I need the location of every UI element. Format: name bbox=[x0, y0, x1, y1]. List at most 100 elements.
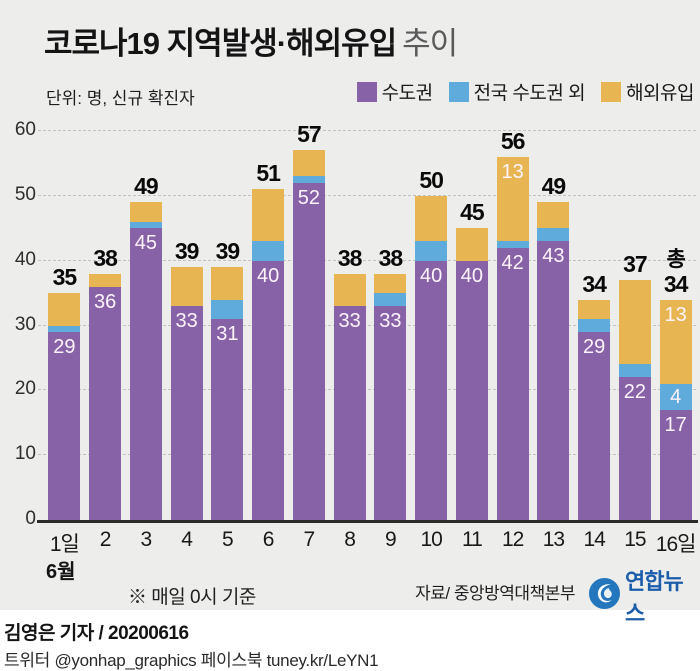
x-tick-label: 3 bbox=[140, 528, 153, 551]
bar-segment-non-capital-region bbox=[578, 319, 611, 332]
bar-segment-capital-region bbox=[211, 319, 244, 520]
bar-segment-capital-region bbox=[129, 228, 162, 520]
title-suffix: 추이 bbox=[402, 26, 458, 61]
bar-segment-capital-region bbox=[415, 260, 448, 520]
yonhap-logo-icon bbox=[588, 577, 621, 615]
gridline-20 bbox=[38, 389, 696, 391]
bar-total-label: 49 bbox=[533, 174, 574, 198]
total-value: 38 bbox=[378, 244, 404, 271]
bar-segment-capital-region bbox=[48, 331, 81, 520]
legend-swatch-overseas-inflow bbox=[601, 81, 622, 102]
page-title: 코로나19 지역발생·해외유입 추이 bbox=[44, 18, 458, 63]
x-tick-label: 14 bbox=[583, 528, 605, 551]
x-tick-label: 11 bbox=[461, 528, 483, 551]
bar-total-label: 51 bbox=[248, 161, 289, 185]
x-axis-line bbox=[37, 520, 698, 523]
social-links: 트위터 @yonhap_graphics 페이스북 tuney.kr/LeYN1 bbox=[4, 651, 379, 670]
chart-panel: 코로나19 지역발생·해외유입 추이 단위: 명, 신규 확진자 수도권 전국 수도… bbox=[0, 0, 700, 626]
total-value: 49 bbox=[134, 173, 159, 200]
brand-lockup: 연합뉴스 bbox=[588, 564, 700, 628]
bar-segment-non-capital-region bbox=[659, 383, 692, 410]
bar-segment-non-capital-region bbox=[537, 228, 570, 242]
bar-segment-overseas-inflow bbox=[496, 156, 529, 242]
x-tick-label: 5 bbox=[222, 528, 234, 551]
x-tick-label: 10 bbox=[420, 528, 442, 551]
gridline-10 bbox=[38, 454, 696, 456]
plot-area: 0 10 20 30 40 50 60 29 35 1일 36 38 2 45 49 3 33 39 4 31 39 5 4… bbox=[15, 119, 698, 556]
x-tick-label: 13 bbox=[542, 528, 565, 551]
x-tick-label: 16일 bbox=[655, 533, 697, 556]
segment-value-label: 42 bbox=[501, 251, 524, 274]
source-label: 자료/ 중앙방역대책본부 bbox=[415, 584, 575, 603]
segment-value-label: 33 bbox=[175, 310, 198, 333]
y-tick-label: 20 bbox=[14, 378, 36, 400]
y-tick-label: 10 bbox=[14, 443, 36, 465]
x-tick-label: 8 bbox=[344, 528, 356, 551]
segment-value-label: 13 bbox=[501, 160, 524, 183]
bar-segment-overseas-inflow bbox=[415, 195, 448, 242]
bar-segment-overseas-inflow bbox=[374, 273, 407, 294]
bar-segment-overseas-inflow bbox=[252, 189, 285, 242]
bar-segment-non-capital-region bbox=[211, 299, 244, 320]
x-tick-label: 12 bbox=[501, 528, 524, 551]
total-value: 35 bbox=[52, 264, 78, 291]
segment-value-label: 22 bbox=[623, 381, 646, 404]
gridline-30 bbox=[38, 324, 696, 326]
total-value: 39 bbox=[174, 238, 200, 265]
legend-item-overseas-inflow: 해외유입 bbox=[601, 78, 694, 105]
bar-segment-overseas-inflow bbox=[455, 228, 488, 261]
bar-total-label: 49 bbox=[126, 174, 167, 198]
gridline-50 bbox=[38, 194, 696, 196]
bar-total-label: 35 bbox=[44, 265, 85, 289]
segment-value-label: 4 bbox=[670, 385, 682, 408]
segment-value-label: 13 bbox=[664, 303, 687, 326]
gridline-40 bbox=[38, 259, 696, 261]
x-tick-label: 2 bbox=[99, 528, 112, 551]
y-tick-label: 30 bbox=[14, 313, 36, 335]
total-value: 38 bbox=[93, 244, 118, 271]
bar-segment-overseas-inflow bbox=[211, 267, 244, 300]
legend-item-capital-region: 수도권 bbox=[356, 78, 433, 105]
bar-segment-capital-region bbox=[496, 247, 529, 520]
bar-segment-non-capital-region bbox=[129, 221, 162, 229]
segment-value-label: 29 bbox=[583, 335, 606, 358]
segment-value-label: 36 bbox=[94, 290, 117, 313]
y-tick-label: 60 bbox=[14, 119, 36, 140]
bar-segment-non-capital-region bbox=[48, 325, 81, 332]
legend-label-non-capital-region: 전국 수도권 외 bbox=[473, 83, 586, 104]
bar-segment-non-capital-region bbox=[618, 364, 651, 378]
bar-total-label: 37 bbox=[615, 252, 656, 276]
segment-value-label: 45 bbox=[134, 232, 157, 255]
bar-segment-overseas-inflow bbox=[333, 273, 366, 307]
bar-segment-overseas-inflow bbox=[48, 293, 81, 326]
segment-value-label: 40 bbox=[460, 264, 483, 287]
y-tick-label: 0 bbox=[25, 508, 36, 529]
total-value: 37 bbox=[623, 251, 648, 278]
byline: 김영은 기자 / 20200616 bbox=[4, 623, 189, 644]
legend-label-overseas-inflow: 해외유입 bbox=[626, 83, 694, 104]
brand-name: 연합뉴스 bbox=[625, 569, 684, 626]
x-tick-label: 15 bbox=[624, 528, 646, 551]
bar-segment-capital-region bbox=[618, 377, 651, 520]
bar-total-label: 38 bbox=[370, 246, 411, 270]
legend: 수도권 전국 수도권 외 해외유입 bbox=[356, 78, 694, 105]
bar-total-label: 39 bbox=[207, 239, 248, 263]
bar-segment-overseas-inflow bbox=[170, 267, 203, 307]
bar-total-label: 38 bbox=[329, 246, 370, 270]
bar-segment-capital-region bbox=[455, 260, 488, 520]
total-value: 51 bbox=[256, 160, 281, 187]
legend-item-non-capital-region: 전국 수도권 외 bbox=[448, 78, 586, 105]
bar-total-label: 34 bbox=[574, 272, 615, 296]
x-tick-label: 4 bbox=[181, 528, 193, 551]
total-value: 56 bbox=[500, 127, 526, 154]
y-tick-label: 50 bbox=[14, 183, 36, 205]
bar-segment-overseas-inflow bbox=[578, 299, 611, 320]
bar-total-label: 38 bbox=[85, 246, 126, 270]
x-tick-label: 9 bbox=[385, 528, 397, 551]
bar-total-label: 57 bbox=[289, 122, 330, 146]
bar-segment-overseas-inflow bbox=[537, 202, 570, 229]
total-value: 34 bbox=[582, 270, 607, 297]
total-value: 39 bbox=[215, 238, 241, 265]
gridline-60 bbox=[38, 130, 696, 131]
